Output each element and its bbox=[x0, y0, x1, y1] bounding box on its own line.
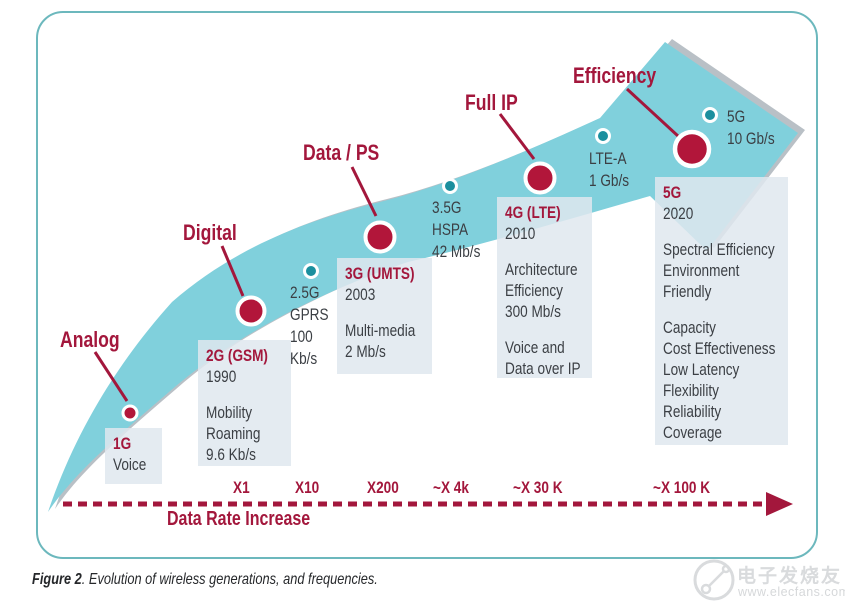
side-note-lte-a-line: 1 Gb/s bbox=[589, 171, 630, 190]
milestone-2g-detail: Roaming bbox=[206, 424, 261, 443]
data-rate-arrowhead bbox=[766, 492, 793, 516]
milestone-5g-title: 5G bbox=[663, 183, 682, 202]
figure-caption-number: Figure 2 bbox=[32, 571, 82, 588]
callout-digital-label: Digital bbox=[183, 220, 237, 245]
side-note-3-5g-line: 42 Mb/s bbox=[432, 242, 481, 261]
side-note-2-5g-line: 2.5G bbox=[290, 283, 320, 302]
milestone-2g-detail: 9.6 Kb/s bbox=[206, 445, 256, 464]
milestone-dot-3g bbox=[363, 220, 397, 254]
side-note-3-5g-line: HSPA bbox=[432, 220, 469, 239]
dot-5g-top bbox=[702, 107, 718, 123]
milestone-5g-detail: Spectral Efficiency bbox=[663, 240, 775, 259]
callout-efficiency-label: Efficiency bbox=[573, 63, 657, 88]
figure-caption: Figure 2. Evolution of wireless generati… bbox=[32, 571, 464, 589]
analog-pointer-line bbox=[93, 351, 129, 402]
callout-fullip-label: Full IP bbox=[465, 90, 518, 115]
dataps-pointer-line bbox=[350, 166, 378, 217]
axis-multiplier-x30k: ~X 30 K bbox=[513, 478, 563, 497]
side-note-2-5g-line: 100 bbox=[290, 327, 313, 346]
axis-multiplier-x4k: ~X 4k bbox=[433, 478, 469, 497]
watermark-site-name: 电子发烧友 bbox=[737, 566, 843, 587]
axis-multiplier-x10: X10 bbox=[295, 478, 320, 497]
milestone-box-3g: 3G (UMTS) 2003 Multi-media 2 Mb/s bbox=[337, 258, 432, 374]
callout-fullip: Full IP bbox=[465, 90, 531, 116]
axis-multiplier-x1: X1 bbox=[233, 478, 250, 497]
digital-pointer-line bbox=[220, 245, 245, 297]
milestone-circles bbox=[121, 129, 712, 422]
milestone-4g-detail: Data over IP bbox=[505, 359, 581, 378]
axis-multiplier-x100k: ~X 100 K bbox=[653, 478, 711, 497]
side-note-2-5g-line: Kb/s bbox=[290, 349, 318, 368]
milestone-2g-year: 1990 bbox=[206, 367, 237, 386]
milestone-1g-title: 1G bbox=[113, 434, 132, 453]
callout-lines bbox=[93, 87, 680, 402]
milestone-5g-year: 2020 bbox=[663, 204, 694, 223]
milestone-dot-2g bbox=[235, 295, 267, 327]
callout-analog-label: Analog bbox=[60, 327, 120, 352]
milestone-box-2g: 2G (GSM) 1990 Mobility Roaming 9.6 Kb/s bbox=[198, 340, 291, 466]
milestone-3g-title: 3G (UMTS) bbox=[345, 264, 415, 283]
callout-digital: Digital bbox=[183, 220, 250, 246]
milestone-5g-detail: Reliability bbox=[663, 402, 722, 421]
callout-dataps: Data / PS bbox=[303, 140, 398, 166]
milestone-5g-detail: Environment bbox=[663, 261, 740, 280]
milestone-5g-detail: Coverage bbox=[663, 423, 722, 442]
milestone-5g-detail: Capacity bbox=[663, 318, 716, 337]
milestone-4g-detail: Voice and bbox=[505, 338, 565, 357]
milestone-3g-year: 2003 bbox=[345, 285, 376, 304]
evolution-arrow bbox=[48, 42, 798, 512]
milestone-5g-detail: Flexibility bbox=[663, 381, 719, 400]
milestone-box-4g: 4G (LTE) 2010 Architecture Efficiency 30… bbox=[497, 197, 592, 378]
dot-3-5g bbox=[442, 178, 458, 194]
milestone-5g-detail: Low Latency bbox=[663, 360, 740, 379]
milestone-3g-detail: 2 Mb/s bbox=[345, 342, 386, 361]
side-note-lte-a-line: LTE-A bbox=[589, 149, 627, 168]
data-rate-axis-label: Data Rate Increase bbox=[167, 508, 311, 530]
axis-multiplier-x200: X200 bbox=[367, 478, 399, 497]
figure-border bbox=[36, 11, 818, 559]
milestone-dot-4g bbox=[523, 161, 557, 195]
milestone-3g-detail: Multi-media bbox=[345, 321, 416, 340]
milestone-4g-detail: Architecture bbox=[505, 260, 578, 279]
milestone-5g-detail: Friendly bbox=[663, 282, 712, 301]
milestone-1g-detail: Voice bbox=[113, 455, 147, 474]
figure-caption-text: . Evolution of wireless generations, and… bbox=[81, 571, 378, 588]
milestone-5g-detail: Cost Effectiveness bbox=[663, 339, 776, 358]
dot-2-5g bbox=[303, 263, 319, 279]
milestone-dot-1g bbox=[121, 404, 139, 422]
efficiency-pointer-line bbox=[625, 87, 680, 138]
side-note-5g-top: 5G 10 Gb/s bbox=[727, 106, 787, 150]
milestone-4g-detail: Efficiency bbox=[505, 281, 563, 300]
side-note-lte-a: LTE-A 1 Gb/s bbox=[589, 148, 639, 192]
milestone-2g-title: 2G (GSM) bbox=[206, 346, 268, 365]
watermark-logo-icon bbox=[693, 559, 735, 601]
callout-analog: Analog bbox=[60, 327, 135, 353]
watermark-url: www.elecfans.com bbox=[738, 585, 845, 599]
side-note-3-5g: 3.5G HSPA 42 Mb/s bbox=[432, 197, 492, 263]
side-note-2-5g-line: GPRS bbox=[290, 305, 329, 324]
callout-efficiency: Efficiency bbox=[573, 63, 677, 89]
milestone-box-5g: 5G 2020 Spectral Efficiency Environment … bbox=[655, 177, 788, 445]
side-note-5g-top-line: 10 Gb/s bbox=[727, 129, 775, 148]
side-note-5g-top-line: 5G bbox=[727, 107, 746, 126]
dot-lte-a bbox=[595, 128, 611, 144]
milestone-dot-5g bbox=[672, 129, 712, 169]
intermediate-dots bbox=[303, 107, 718, 279]
milestone-4g-detail: 300 Mb/s bbox=[505, 302, 561, 321]
milestone-2g-detail: Mobility bbox=[206, 403, 253, 422]
fullip-pointer-line bbox=[498, 113, 536, 160]
milestone-box-1g: 1G Voice bbox=[105, 428, 162, 484]
milestone-4g-year: 2010 bbox=[505, 224, 536, 243]
callout-dataps-label: Data / PS bbox=[303, 140, 380, 165]
milestone-4g-title: 4G (LTE) bbox=[505, 203, 561, 222]
side-note-3-5g-line: 3.5G bbox=[432, 198, 462, 217]
side-note-2-5g: 2.5G GPRS 100 Kb/s bbox=[290, 282, 338, 370]
